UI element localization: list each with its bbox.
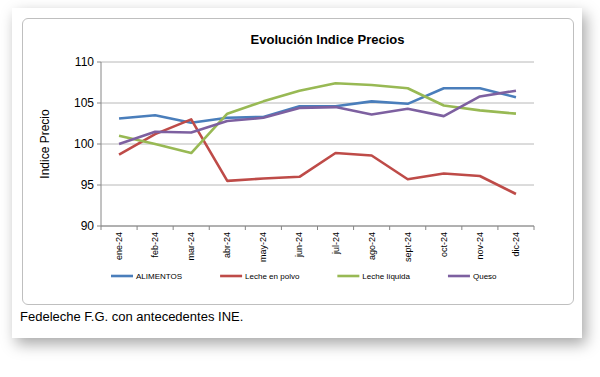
series-line (119, 88, 516, 122)
x-tick (173, 226, 174, 230)
x-tick (317, 226, 318, 230)
y-tick-label: 95 (81, 178, 95, 192)
chart-frame: Evolución Indice Precios Indice Precio 90 9… (22, 18, 574, 305)
y-tick-label: 110 (75, 55, 94, 69)
y-tick (97, 144, 101, 145)
series-line (119, 83, 516, 153)
y-tick (97, 103, 101, 104)
y-tick (97, 226, 101, 227)
plot-lines (119, 83, 516, 194)
y-axis-label: Indice Precio (38, 109, 52, 179)
legend-label: Leche en polvo (245, 272, 300, 281)
grid-line (101, 62, 534, 63)
x-tick-label: abr-24 (222, 232, 232, 258)
x-tick (281, 226, 282, 230)
x-tick (461, 226, 462, 230)
legend-label: ALIMENTOS (136, 272, 182, 281)
x-tick-label: oct-24 (439, 232, 449, 257)
x-tick (534, 226, 535, 230)
legend-swatch (337, 275, 359, 278)
x-tick (425, 226, 426, 230)
x-tick (389, 226, 390, 230)
y-tick (97, 62, 101, 63)
grid-line (101, 185, 534, 186)
y-tick-label: 90 (81, 219, 95, 233)
y-tick (97, 185, 101, 186)
legend-swatch (448, 275, 470, 278)
series-line (119, 119, 516, 194)
y-tick-label: 100 (74, 137, 94, 151)
x-tick (353, 226, 354, 230)
x-tick-label: dic-24 (511, 232, 521, 257)
title: Evolución Indice Precios (251, 32, 405, 47)
x-tick-label: jun-24 (294, 232, 304, 258)
y-tick-label: 105 (74, 96, 94, 110)
card: Evolución Indice Precios Indice Precio 90 9… (12, 8, 582, 338)
legend-label: Leche líquida (362, 272, 410, 281)
x-tick (137, 226, 138, 230)
x-tick (101, 226, 102, 230)
x-tick-label: nov-24 (475, 232, 485, 260)
x-tick (497, 226, 498, 230)
x-tick (245, 226, 246, 230)
legend-swatch (111, 275, 133, 278)
x-tick-label: sept-24 (403, 232, 413, 262)
x-tick-label: ene-24 (114, 232, 124, 260)
grid-line (101, 144, 534, 145)
x-tick-label: jul-24 (331, 232, 341, 255)
caption: Fedeleche F.G. con antecedentes INE. (20, 309, 243, 324)
y-axis (101, 62, 102, 226)
x-tick-label: feb-24 (150, 232, 160, 258)
x-tick-label: ago-24 (367, 232, 377, 260)
series-line (119, 91, 516, 144)
legend-swatch (220, 275, 242, 278)
chart-svg: Evolución Indice Precios Indice Precio 90 9… (23, 19, 573, 304)
legend-label: Queso (473, 272, 497, 281)
x-tick (209, 226, 210, 230)
x-tick-label: may-24 (258, 232, 268, 262)
x-tick-label: mar-24 (186, 232, 196, 261)
